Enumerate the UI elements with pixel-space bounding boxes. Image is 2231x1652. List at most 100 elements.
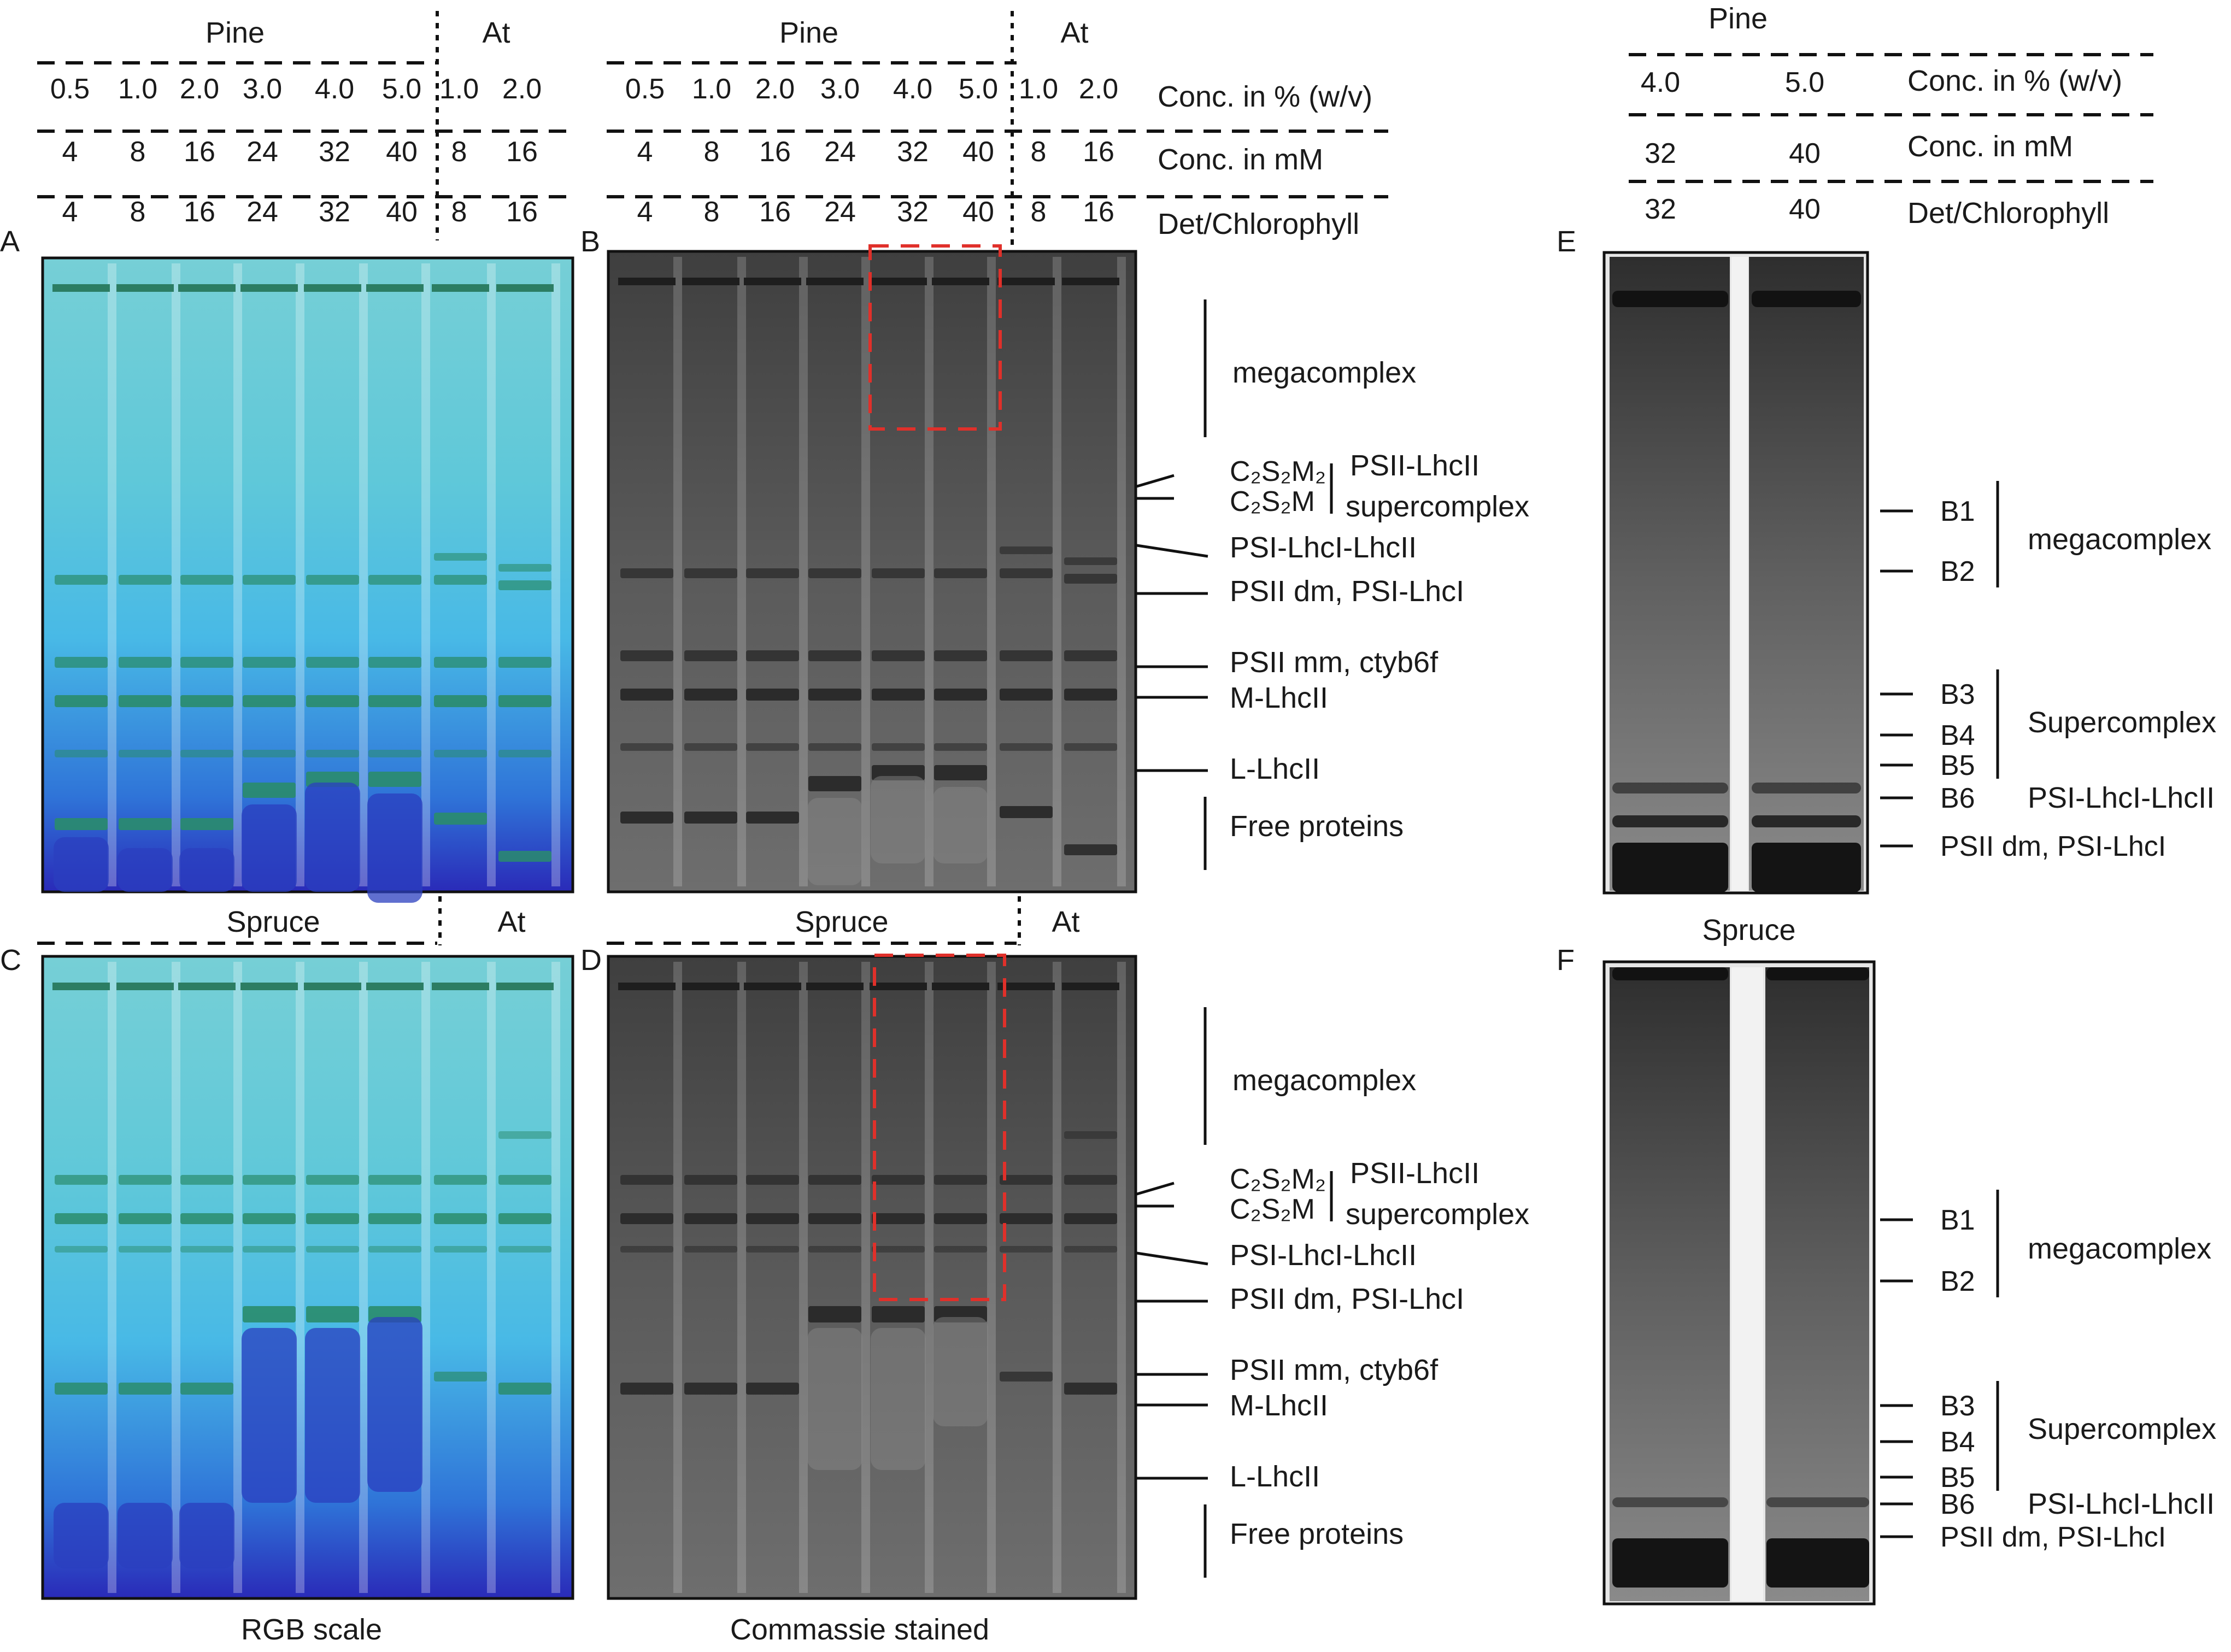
lane-separator (108, 263, 116, 886)
b-mm_values-1: 8 (704, 136, 720, 168)
gel-smear (933, 787, 988, 863)
loading-band (366, 284, 424, 292)
gel-panel-c (41, 955, 574, 1600)
a-pct_values-6: 1.0 (439, 73, 479, 105)
gel-band (934, 650, 987, 661)
gel-band (746, 1175, 799, 1185)
lane-separator (987, 257, 996, 886)
panel-label-a: A (0, 225, 20, 258)
gel-band (306, 1246, 359, 1253)
lane-separator (737, 257, 746, 886)
highlight-box-d (873, 954, 1006, 1301)
gel-panel-a (41, 256, 574, 903)
lane-separator (1117, 257, 1126, 886)
label-supercomplex: supercomplex (1346, 1198, 1529, 1231)
b-det_values-4: 32 (897, 196, 929, 228)
gel-band (620, 1383, 673, 1395)
gel-band (306, 1306, 359, 1322)
gel-band (746, 1383, 799, 1395)
row-label-pct: Conc. in % (w/v) (1158, 80, 1372, 113)
label-psii-mm: PSII mm, ctyb6f (1230, 1354, 1439, 1386)
gel-band (872, 743, 925, 751)
gel-band (180, 750, 233, 757)
row-label-mm: Conc. in mM (1158, 143, 1323, 176)
gel-band (498, 1175, 551, 1185)
label-m-lhcii: M-LhcII (1230, 681, 1328, 714)
loading-band (744, 278, 801, 285)
gel-band (498, 1131, 551, 1139)
loading-band (682, 278, 739, 285)
gel-band (808, 776, 861, 791)
gel-band (180, 1246, 233, 1253)
gel-band (119, 1246, 172, 1253)
a-pct_values-0: 0.5 (50, 73, 90, 105)
gel-band (1612, 967, 1728, 980)
gel-band (243, 783, 296, 798)
a-mm_values-2: 16 (184, 136, 215, 168)
b-pct_values-4: 4.0 (893, 73, 932, 105)
gel-band (306, 750, 359, 757)
gel-band (620, 689, 673, 701)
loading-band (432, 983, 489, 990)
gel-band (1000, 546, 1053, 554)
label-ef-megacomplex: megacomplex (2028, 1232, 2211, 1265)
lane-separator (359, 263, 368, 886)
e-row-label-pct: Conc. in % (w/v) (1907, 64, 2122, 97)
a-det_values-7: 16 (506, 196, 538, 228)
label-psii-dm: PSII dm, PSI-LhcI (1230, 575, 1464, 608)
label-ef-psi-lhci-lhcii: PSI-LhcI-LhcII (2028, 781, 2215, 814)
a-mm_values-6: 8 (451, 136, 467, 168)
b-mm_values-3: 24 (824, 136, 856, 168)
b-mm_values-5: 40 (962, 136, 994, 168)
b-det_values-1: 8 (704, 196, 720, 228)
loading-band (997, 278, 1055, 285)
gel-band (1064, 1383, 1117, 1395)
gel-band (243, 1213, 296, 1224)
spruce-label-c: Spruce (226, 906, 320, 938)
gel-band (620, 812, 673, 824)
gel-panel-b (607, 244, 1137, 893)
label-c2s2m: C₂S₂M (1230, 1194, 1315, 1225)
label-b1: B1 (1940, 496, 1975, 527)
gel-band (1752, 783, 1861, 793)
label-megacomplex: megacomplex (1232, 356, 1416, 389)
lane-separator (987, 962, 996, 1593)
gel-band (1064, 1131, 1117, 1139)
loading-band (932, 278, 989, 285)
a-det_values-4: 32 (319, 196, 350, 228)
e-det-2: 40 (1789, 193, 1821, 225)
b-det_values-6: 8 (1031, 196, 1047, 228)
gel-panel-f (1602, 960, 1876, 1606)
lane-separator (296, 962, 304, 1593)
gel-band (934, 689, 987, 701)
label-l-lhcii: L-LhcII (1230, 1460, 1320, 1493)
gel-band (620, 1175, 673, 1185)
gel-band (1000, 1175, 1053, 1185)
gel-band (684, 1246, 737, 1253)
gel-band (55, 575, 108, 585)
gel-band (119, 695, 172, 707)
gel-band (808, 1175, 861, 1185)
gel-band (1064, 844, 1117, 855)
spruce-label-d: Spruce (795, 906, 888, 938)
gel-panel-e (1602, 251, 1869, 895)
gel-band (1064, 1213, 1117, 1224)
label-ef-psi-lhci-lhcii: PSI-LhcI-LhcII (2028, 1488, 2215, 1520)
gel-band (1612, 1538, 1728, 1588)
gel-band (498, 1213, 551, 1224)
b-pct_values-6: 1.0 (1019, 73, 1058, 105)
gel-band (684, 1175, 737, 1185)
gel-band (1612, 843, 1728, 892)
b-mm_values-7: 16 (1083, 136, 1114, 168)
gel-band (434, 1246, 487, 1253)
gel-band (498, 851, 551, 862)
gel-band (306, 695, 359, 707)
gel-band (498, 750, 551, 757)
gel-band (368, 772, 421, 787)
gel-band (243, 657, 296, 668)
gel-band (119, 818, 172, 830)
gel-band (434, 553, 487, 561)
lane-separator (487, 962, 496, 1593)
gel-band (746, 650, 799, 661)
